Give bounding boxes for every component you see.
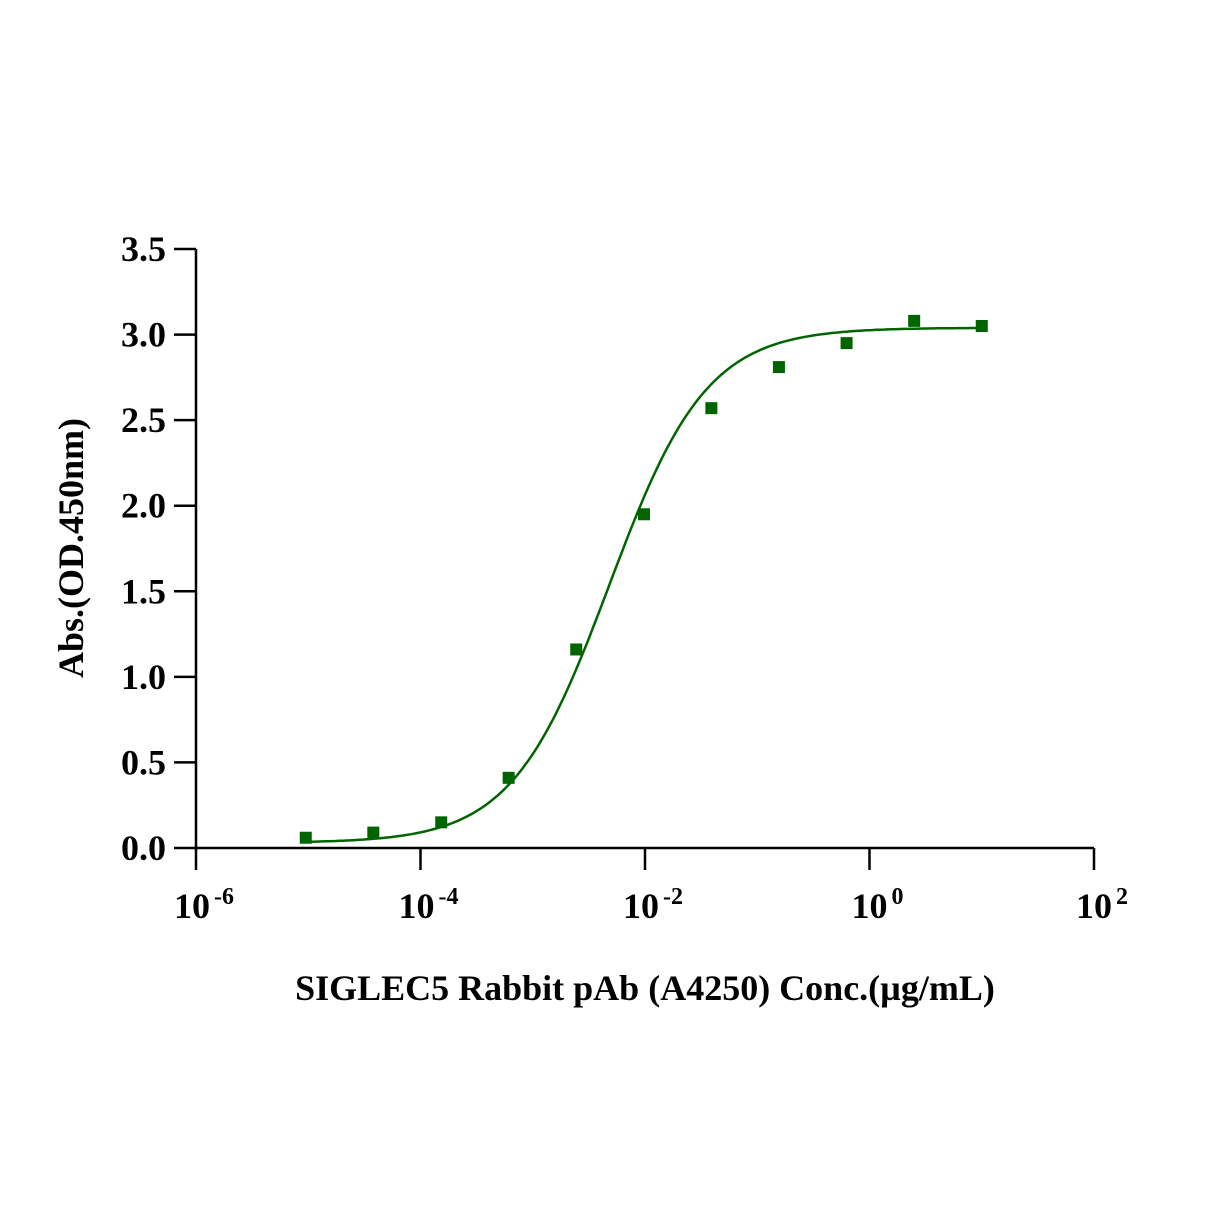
x-tick-label: 10 0 (852, 884, 904, 926)
data-point (299, 831, 312, 844)
y-tick-label: 3.5 (121, 229, 166, 269)
y-tick-label: 0.5 (121, 742, 166, 782)
y-tick-label: 1.0 (121, 657, 166, 697)
data-point (840, 337, 853, 350)
y-tick-label: 2.0 (121, 486, 166, 526)
x-tick-label: 10 -4 (399, 884, 459, 926)
fit-curve (305, 326, 982, 844)
data-point (570, 643, 583, 656)
y-tick-label: 0.0 (121, 828, 166, 868)
x-axis-label: SIGLEC5 Rabbit pAb (A4250) Conc.(µg/mL) (295, 968, 995, 1008)
data-point (502, 771, 515, 784)
data-point (367, 826, 380, 839)
data-points (299, 314, 988, 844)
data-point (975, 320, 988, 333)
data-point (772, 361, 785, 374)
y-tick-label: 2.5 (121, 400, 166, 440)
data-point (638, 508, 651, 521)
data-point (705, 402, 718, 415)
data-point (435, 816, 448, 829)
data-point (908, 314, 921, 327)
axes: 0.0 0.5 1.0 1.5 2.0 2.5 3.0 3.5 10 -6 10 -4 10 -2 10 0 1… (121, 229, 1128, 926)
y-tick-label: 1.5 (121, 571, 166, 611)
y-tick-label: 3.0 (121, 315, 166, 355)
x-tick-label: 10 -6 (174, 884, 234, 926)
x-tick-label: 10 -2 (623, 884, 683, 926)
x-tick-label: 10 2 (1076, 884, 1128, 926)
y-axis-label: Abs.(OD.450nm) (51, 418, 91, 678)
